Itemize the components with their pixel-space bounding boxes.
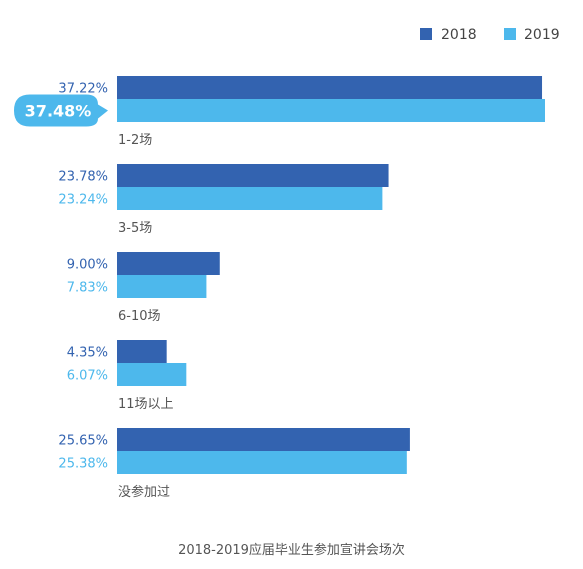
value-label-2019-1: 23.24% <box>58 193 108 208</box>
value-label-2018-3: 4.35% <box>67 346 108 361</box>
legend-label-2019: 2019 <box>524 27 560 43</box>
value-label-2018-1: 23.78% <box>58 170 108 185</box>
legend-swatch-2018 <box>420 28 432 40</box>
bar-2019-2 <box>117 275 207 298</box>
bar-2018-3 <box>117 340 167 363</box>
bars-group <box>117 76 545 474</box>
bar-2018-1 <box>117 164 389 187</box>
category-label-3: 11场以上 <box>118 397 174 412</box>
value-label-2018-4: 25.65% <box>58 434 108 449</box>
bar-2018-2 <box>117 252 220 275</box>
value-label-2018-2: 9.00% <box>67 258 108 273</box>
category-label-4: 没参加过 <box>118 484 170 500</box>
labels-group: 37.22% 37.48% 1-2场 23.78% 23.24% 3-5场 9.00% 7.8… <box>14 82 174 500</box>
category-label-0: 1-2场 <box>118 133 152 148</box>
bar-2019-1 <box>117 187 383 210</box>
highlight-callout-label: 37.48% <box>25 102 92 121</box>
value-label-2018-0: 37.22% <box>58 82 108 97</box>
legend-swatch-2019 <box>504 28 516 40</box>
legend: 2018 2019 <box>420 27 560 43</box>
bar-2019-3 <box>117 363 187 386</box>
category-label-1: 3-5场 <box>118 221 152 236</box>
legend-label-2018: 2018 <box>441 27 477 43</box>
value-label-2019-3: 6.07% <box>67 369 108 384</box>
category-label-2: 6-10场 <box>118 309 161 324</box>
value-label-2019-2: 7.83% <box>67 281 108 296</box>
bar-2018-0 <box>117 76 543 99</box>
bar-2019-0 <box>117 99 545 122</box>
chart-title: 2018-2019应届毕业生参加宣讲会场次 <box>178 542 405 558</box>
highlight-callout <box>14 94 108 127</box>
bar-2018-4 <box>117 428 410 451</box>
value-label-2019-4: 25.38% <box>58 457 108 472</box>
bar-2019-4 <box>117 451 407 474</box>
